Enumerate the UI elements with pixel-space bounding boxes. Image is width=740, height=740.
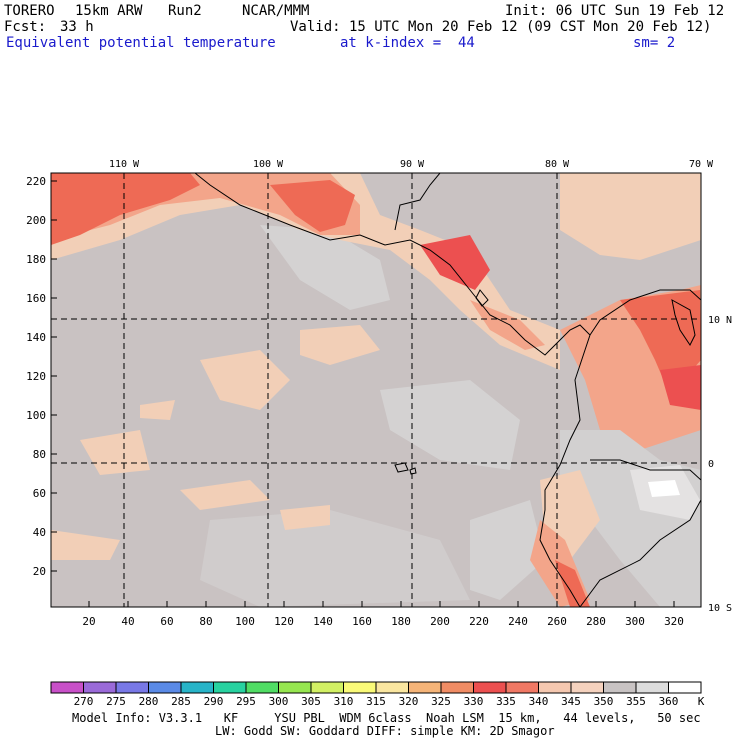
colorbar-swatch xyxy=(245,681,279,694)
colorbar-swatch xyxy=(148,681,182,694)
x-tick-label: 100 xyxy=(235,615,255,628)
colorbar-unit: K xyxy=(698,695,705,708)
colorbar-label: 280 xyxy=(139,695,159,708)
colorbar-labels: 270 275 280 285 290 295 300 305 310 315 320 325 330 3… xyxy=(74,695,679,708)
lon-label-80w: 80 W xyxy=(545,159,570,170)
lon-label-110w: 110 W xyxy=(109,159,140,170)
colorbar-swatch xyxy=(408,681,442,694)
y-axis-ticks xyxy=(51,180,57,572)
y-tick-label: 180 xyxy=(26,253,46,266)
colorbar-label: 330 xyxy=(464,695,484,708)
model-resolution: 15km ARW xyxy=(75,3,143,19)
colorbar-label: 275 xyxy=(106,695,126,708)
y-tick-label: 20 xyxy=(33,565,46,578)
y-tick-label: 40 xyxy=(33,526,46,539)
x-tick-label: 160 xyxy=(352,615,372,628)
colorbar-label: 290 xyxy=(204,695,224,708)
model-name: TORERO xyxy=(4,3,55,19)
model-info-line1: Model Info: V3.3.1 KF YSU PBL WDM 6class… xyxy=(72,711,701,725)
field-name: Equivalent potential temperature xyxy=(6,35,276,51)
colorbar-label: 335 xyxy=(496,695,516,708)
x-tick-label: 20 xyxy=(82,615,95,628)
colorbar-swatch xyxy=(570,681,604,694)
colorbar-swatch xyxy=(538,681,572,694)
colorbar-label: 310 xyxy=(334,695,354,708)
x-tick-label: 180 xyxy=(391,615,411,628)
valid-time: Valid: 15 UTC Mon 20 Feb 12 (09 CST Mon … xyxy=(290,19,712,35)
colorbar-swatch xyxy=(278,681,312,694)
org-label: NCAR/MMM xyxy=(242,3,310,19)
x-tick-label: 200 xyxy=(430,615,450,628)
y-tick-label: 100 xyxy=(26,409,46,422)
x-tick-label: 220 xyxy=(469,615,489,628)
colorbar-swatch xyxy=(343,681,377,694)
x-axis-ticks xyxy=(88,601,675,607)
model-info-line2: LW: Godd SW: Goddard DIFF: simple KM: 2D… xyxy=(215,724,555,738)
colorbar-label: 340 xyxy=(529,695,549,708)
x-tick-label: 240 xyxy=(508,615,528,628)
x-tick-label: 120 xyxy=(274,615,294,628)
colorbar-swatch xyxy=(213,681,247,694)
lat-label-0: 0 xyxy=(708,459,714,470)
level-info: at k-index = 44 xyxy=(340,35,475,51)
x-tick-label: 320 xyxy=(664,615,684,628)
colorbar-swatch xyxy=(440,681,474,694)
colorbar-swatch xyxy=(375,681,409,694)
x-tick-label: 300 xyxy=(625,615,645,628)
colorbar-swatch xyxy=(180,681,214,694)
y-tick-label: 140 xyxy=(26,331,46,344)
colorbar-label: 285 xyxy=(171,695,191,708)
y-tick-label: 160 xyxy=(26,292,46,305)
colorbar-swatch xyxy=(83,681,117,694)
colorbar-label: 360 xyxy=(659,695,679,708)
colorbar-swatch xyxy=(635,681,669,694)
colorbar-label: 345 xyxy=(561,695,581,708)
colorbar-swatch xyxy=(668,681,702,694)
forecast-label: Fcst: xyxy=(4,19,47,35)
colorbar-label: 325 xyxy=(431,695,451,708)
x-tick-label: 280 xyxy=(586,615,606,628)
y-tick-label: 200 xyxy=(26,214,46,227)
lon-label-90w: 90 W xyxy=(400,159,425,170)
colorbar-label: 315 xyxy=(366,695,386,708)
init-time: Init: 06 UTC Sun 19 Feb 12 xyxy=(505,3,725,19)
colorbar-label: 355 xyxy=(626,695,646,708)
y-tick-label: 80 xyxy=(33,448,46,461)
lat-label-10s: 10 S xyxy=(708,603,732,614)
colorbar-label: 300 xyxy=(269,695,289,708)
colorbar-swatch xyxy=(473,681,507,694)
x-tick-label: 260 xyxy=(547,615,567,628)
colorbar-label: 320 xyxy=(399,695,419,708)
colorbar-swatch xyxy=(115,681,149,694)
y-tick-label: 120 xyxy=(26,370,46,383)
colorbar-swatch xyxy=(50,681,84,694)
coastlines xyxy=(194,173,701,607)
y-tick-label: 60 xyxy=(33,487,46,500)
theta-e-field xyxy=(51,173,701,607)
colorbar-swatch xyxy=(603,681,637,694)
x-tick-label: 40 xyxy=(121,615,134,628)
lon-label-100w: 100 W xyxy=(253,159,284,170)
colorbar xyxy=(50,681,702,694)
run-label: Run2 xyxy=(168,3,202,19)
map-frame xyxy=(50,172,702,608)
y-tick-label: 220 xyxy=(26,175,46,188)
forecast-hour: 33 h xyxy=(60,19,94,35)
colorbar-label: 295 xyxy=(236,695,256,708)
x-tick-label: 60 xyxy=(160,615,173,628)
colorbar-label: 270 xyxy=(74,695,94,708)
colorbar-swatch xyxy=(310,681,344,694)
colorbar-label: 305 xyxy=(301,695,321,708)
x-tick-label: 80 xyxy=(199,615,212,628)
lat-lon-grid xyxy=(51,173,701,607)
lon-label-70w: 70 W xyxy=(689,159,714,170)
smoothing-info: sm= 2 xyxy=(633,35,676,51)
colorbar-swatch xyxy=(505,681,539,694)
colorbar-label: 350 xyxy=(594,695,614,708)
lat-label-10n: 10 N xyxy=(708,315,732,326)
x-tick-label: 140 xyxy=(313,615,333,628)
